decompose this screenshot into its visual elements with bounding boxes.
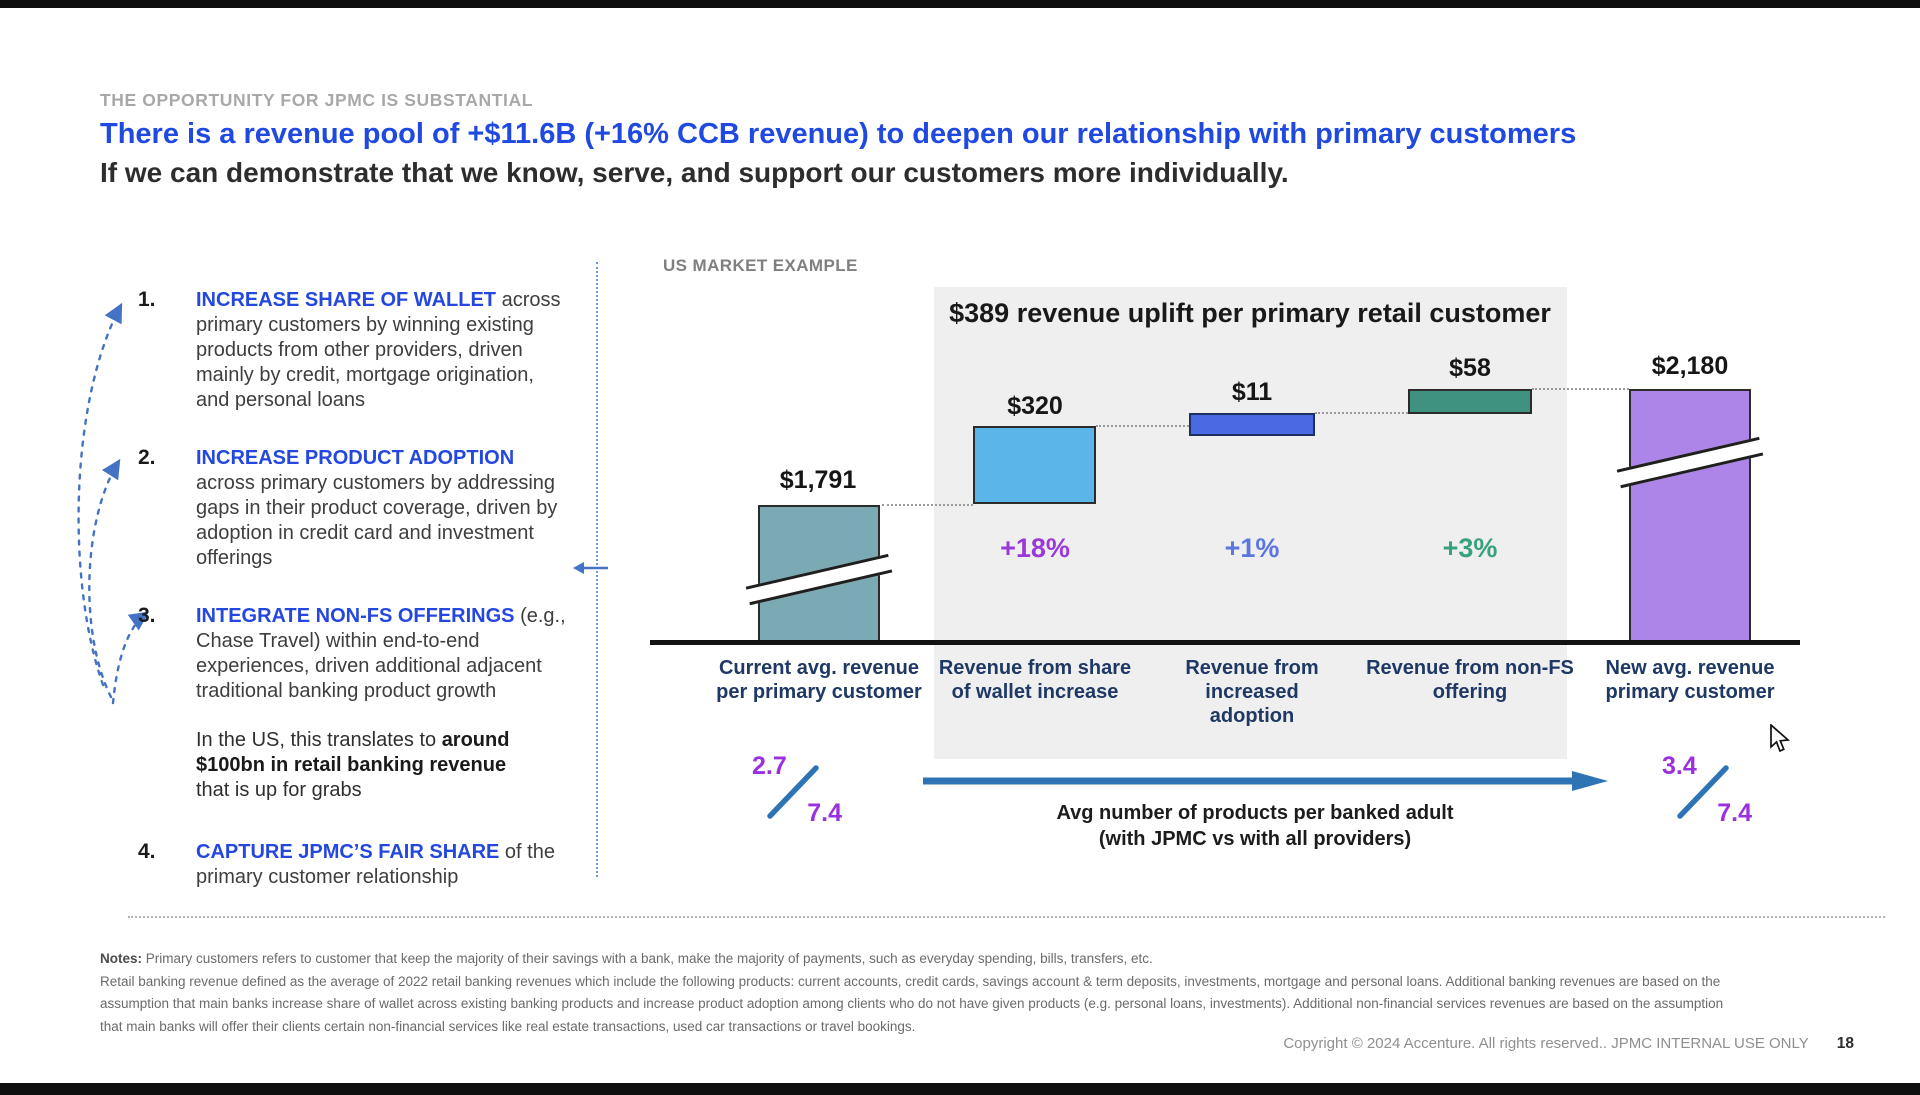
footer: Copyright © 2024 Accenture. All rights r…	[1283, 1035, 1854, 1053]
item-lead: CAPTURE JPMC’S FAIR SHARE	[196, 841, 500, 863]
products-fraction-after: 3.4 7.4	[1662, 752, 1754, 827]
notes-text: Primary customers refers to customer tha…	[145, 951, 1153, 966]
waterfall-connector	[1532, 388, 1629, 390]
products-arrow-icon	[923, 771, 1608, 791]
fraction-slash-icon	[767, 765, 819, 819]
notes-line: assumption that main banks increase shar…	[100, 996, 1724, 1011]
bar-increased-adoption	[1189, 413, 1315, 436]
notes-line: Notes: Primary customers refers to custo…	[100, 951, 1870, 966]
waterfall-connector	[882, 504, 973, 506]
percent-change-label: +3%	[1442, 533, 1498, 563]
item-rest: of the primary customer relationship	[196, 841, 555, 888]
item-text: INCREASE SHARE OF WALLET across primary …	[196, 288, 568, 413]
fraction-denominator: 7.4	[1717, 799, 1752, 827]
category-label-line: New avg. revenue	[1605, 657, 1775, 679]
bar-value-label: $58	[1449, 354, 1491, 382]
caption-line: (with JPMC vs with all providers)	[1098, 828, 1412, 850]
caption-line: Avg number of products per banked adult	[1056, 802, 1454, 824]
item-text: INTEGRATE NON-FS OFFERINGS (e.g., Chase …	[196, 604, 568, 704]
category-label-line: Current avg. revenue	[718, 657, 920, 679]
category-label: New avg. revenue primary customer	[1578, 656, 1802, 704]
chart-panel	[934, 287, 1567, 759]
item-lead: INTEGRATE NON-FS OFFERINGS	[196, 605, 515, 627]
fraction-slash-icon	[1677, 765, 1729, 819]
divider-connector-arrow-icon	[573, 562, 608, 574]
us-market-example-label: US MARKET EXAMPLE	[663, 256, 858, 275]
item-lead: INCREASE PRODUCT ADOPTION	[196, 447, 515, 469]
products-arrow-caption: Avg number of products per banked adult …	[955, 800, 1555, 852]
notes-line: that main banks will offer their clients…	[100, 1018, 916, 1034]
bar-value-label: $1,791	[779, 466, 857, 494]
bar-value-label: $11	[1231, 378, 1273, 406]
waterfall-connector	[1096, 425, 1189, 427]
bar-value-label: $320	[1007, 392, 1063, 420]
item-number: 1.	[138, 288, 156, 311]
axis-break-mark	[745, 553, 893, 605]
item-number: 2.	[138, 446, 156, 469]
insight-text: In the US, this translates to around $10…	[196, 728, 544, 803]
bar-current-avg-revenue	[745, 505, 893, 642]
notes-line: Retail banking revenue defined as the av…	[100, 973, 1721, 989]
category-label: Current avg. revenue per primary custome…	[707, 656, 931, 704]
mouse-cursor-icon	[1770, 724, 1791, 753]
bar-non-fs-offering	[1408, 389, 1532, 414]
percent-change-label: +1%	[1224, 533, 1280, 563]
list-item-1: 1. INCREASE SHARE OF WALLET across prima…	[138, 288, 568, 413]
axis-break-mark	[1616, 437, 1764, 489]
bar-new-avg-revenue	[1616, 389, 1764, 642]
letterbox-bottom	[0, 1083, 1920, 1095]
notes-separator	[128, 916, 1885, 918]
category-label-line: Revenue from share	[938, 657, 1132, 679]
category-label-line: Revenue from increased	[1185, 657, 1319, 703]
fraction-numerator: 3.4	[1662, 752, 1697, 780]
item-number: 4.	[138, 840, 156, 863]
footer-copyright: Copyright © 2024 Accenture. All rights r…	[1283, 1035, 1809, 1052]
page-number: 18	[1836, 1035, 1854, 1052]
item-rest: (e.g., Chase Travel) within end-to-end e…	[196, 605, 566, 702]
dotted-divider	[596, 262, 598, 877]
insight-bold: around $100bn in retail banking revenue	[196, 729, 510, 776]
category-label: Revenue from non-FS offering	[1358, 656, 1582, 704]
item-rest: across primary customers by addressing g…	[196, 472, 558, 569]
category-label-line: offering	[1432, 681, 1508, 703]
products-fraction-before: 2.7 7.4	[752, 752, 844, 827]
category-label-line: of wallet increase	[951, 681, 1119, 703]
chart-title: $389 revenue uplift per primary retail c…	[949, 298, 1551, 328]
list-item-2: 2. INCREASE PRODUCT ADOPTION across prim…	[138, 446, 568, 571]
curved-dashed-arrows-icon	[77, 302, 149, 705]
item-number: 3.	[138, 604, 156, 627]
item-lead: INCREASE SHARE OF WALLET	[196, 289, 497, 311]
list-item-4: 4. CAPTURE JPMC’S FAIR SHARE of the prim…	[138, 840, 568, 890]
waterfall-connector	[1315, 412, 1408, 414]
fraction-denominator: 7.4	[807, 799, 842, 827]
category-label: Revenue from share of wallet increase	[923, 656, 1147, 704]
category-label: Revenue from increased adoption	[1140, 656, 1364, 728]
insight-prefix: In the US, this translates to	[196, 729, 442, 751]
fraction-numerator: 2.7	[752, 752, 787, 780]
bar-share-of-wallet	[973, 426, 1096, 504]
percent-change-label: +18%	[1000, 533, 1070, 563]
item-text: INCREASE PRODUCT ADOPTION across primary…	[196, 446, 568, 571]
page-title: There is a revenue pool of +$11.6B (+16%…	[100, 118, 1577, 150]
letterbox-top	[0, 0, 1920, 8]
eyebrow-heading: THE OPPORTUNITY FOR JPMC IS SUBSTANTIAL	[100, 90, 534, 110]
bar-value-label: $2,180	[1651, 352, 1729, 380]
category-label-line: Revenue from non-FS	[1366, 657, 1574, 679]
item-text: CAPTURE JPMC’S FAIR SHARE of the primary…	[196, 840, 568, 890]
category-label-line: primary customer	[1605, 681, 1775, 703]
x-axis-line	[650, 640, 1800, 645]
list-item-3: 3. INTEGRATE NON-FS OFFERINGS (e.g., Cha…	[138, 604, 568, 704]
notes-label: Notes:	[100, 951, 143, 966]
category-label-line: adoption	[1209, 705, 1295, 727]
notes-section: Notes: Primary customers refers to custo…	[100, 951, 1870, 1041]
category-label-line: per primary customer	[716, 681, 922, 703]
page-subtitle: If we can demonstrate that we know, serv…	[100, 157, 1289, 188]
item-rest: across primary customers by winning exis…	[196, 289, 561, 411]
insight-suffix: that is up for grabs	[196, 779, 362, 801]
